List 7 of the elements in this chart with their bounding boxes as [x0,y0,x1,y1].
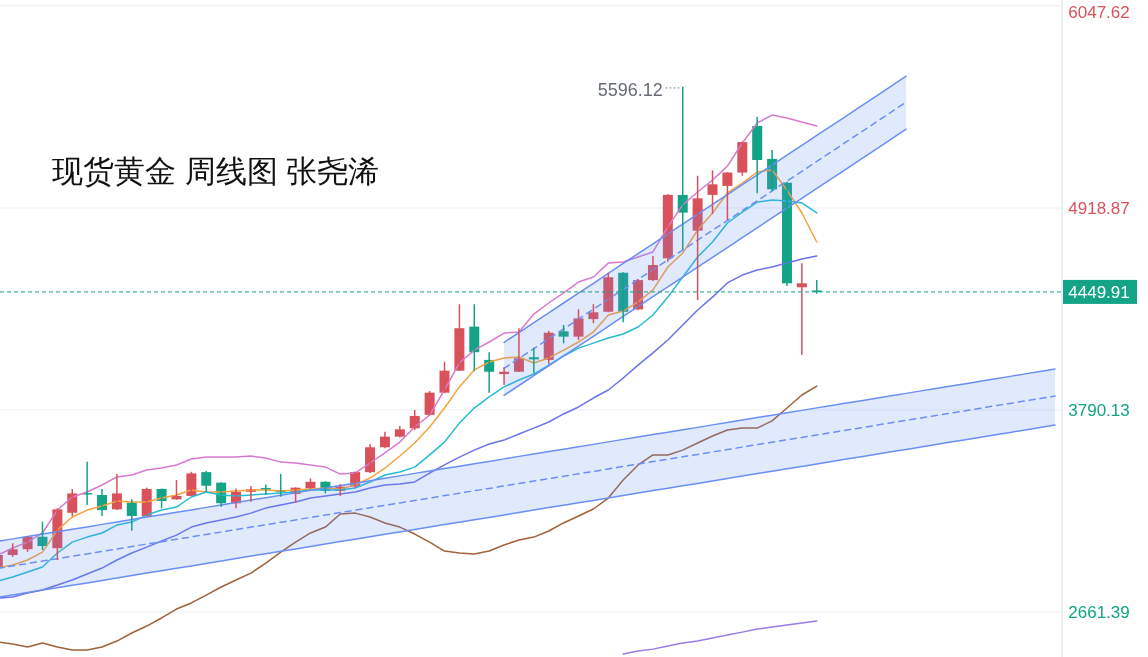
y-tick-label: 2661.39 [1068,603,1130,623]
ref-line-label: 4449.91 [1068,282,1130,302]
title: 现货黄金 周线图 张尧浠 [52,154,380,189]
y-tick-label: 6047.62 [1068,3,1130,22]
y-tick-label: 3790.13 [1068,401,1130,420]
y-tick-label: 4918.87 [1068,198,1130,218]
annotation: 5596.12 [597,79,663,100]
